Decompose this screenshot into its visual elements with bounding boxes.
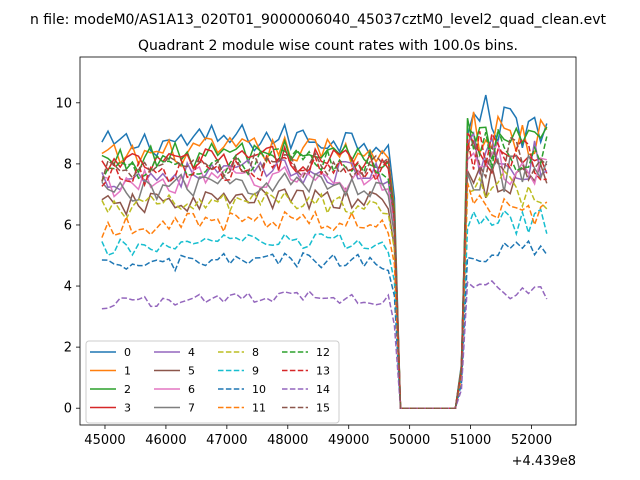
y-tick-label: 8 xyxy=(64,157,72,172)
x-tick-label: 49000 xyxy=(328,433,369,448)
legend-label-8: 8 xyxy=(252,346,259,359)
legend-label-6: 6 xyxy=(188,383,195,396)
series-line-8 xyxy=(101,169,548,409)
x-tick-label: 47000 xyxy=(206,433,247,448)
y-tick-label: 2 xyxy=(64,341,72,356)
chart-title: Quadrant 2 module wise count rates with … xyxy=(138,38,518,54)
legend-label-2: 2 xyxy=(124,383,131,396)
legend-label-0: 0 xyxy=(124,346,131,359)
y-tick-label: 4 xyxy=(64,280,72,295)
legend-label-1: 1 xyxy=(124,365,131,378)
legend-label-9: 9 xyxy=(252,365,259,378)
series-line-12 xyxy=(101,126,548,409)
legend-label-3: 3 xyxy=(124,402,131,415)
plot-area: 45000 46000 47000 48000 49000 50000 51000 52000… xyxy=(55,56,577,448)
x-tick-label: 50000 xyxy=(389,433,430,448)
legend-label-11: 11 xyxy=(252,402,266,415)
series-line-1 xyxy=(101,111,548,409)
legend-label-14: 14 xyxy=(316,383,330,396)
legend-label-4: 4 xyxy=(188,346,195,359)
x-tick-label: 45000 xyxy=(84,433,125,448)
series-line-9 xyxy=(101,208,548,409)
legend-label-15: 15 xyxy=(316,402,330,415)
x-tick-label: 51000 xyxy=(450,433,491,448)
x-tick-label: 48000 xyxy=(267,433,308,448)
series-line-15 xyxy=(101,136,548,409)
series-line-14 xyxy=(101,280,548,409)
y-tick-label: 0 xyxy=(64,402,72,417)
legend-label-7: 7 xyxy=(188,402,195,415)
series-line-11 xyxy=(101,182,548,409)
series-line-10 xyxy=(101,239,548,409)
axes-frame xyxy=(79,56,577,426)
series-line-13 xyxy=(101,131,547,409)
series-line-6 xyxy=(101,139,547,409)
series-layer xyxy=(101,94,548,409)
series-line-5 xyxy=(101,162,548,409)
legend-label-10: 10 xyxy=(252,383,266,396)
legend-label-13: 13 xyxy=(316,365,330,378)
figure-suptitle: n file: modeM0/AS1A13_020T01_9000006040_… xyxy=(30,12,607,28)
series-line-7 xyxy=(101,153,548,409)
legend-label-12: 12 xyxy=(316,346,330,359)
legend-label-5: 5 xyxy=(188,365,195,378)
legend-box xyxy=(85,340,340,424)
y-tick-label: 6 xyxy=(64,218,72,233)
series-line-4 xyxy=(101,131,548,409)
x-tick-label: 46000 xyxy=(145,433,186,448)
x-axis-offset-label: +4.439e8 xyxy=(512,454,576,469)
y-tick-label: 10 xyxy=(55,96,72,111)
axes-layer: 45000 46000 47000 48000 49000 50000 51000 52000… xyxy=(55,56,577,448)
x-tick-label: 52000 xyxy=(511,433,552,448)
